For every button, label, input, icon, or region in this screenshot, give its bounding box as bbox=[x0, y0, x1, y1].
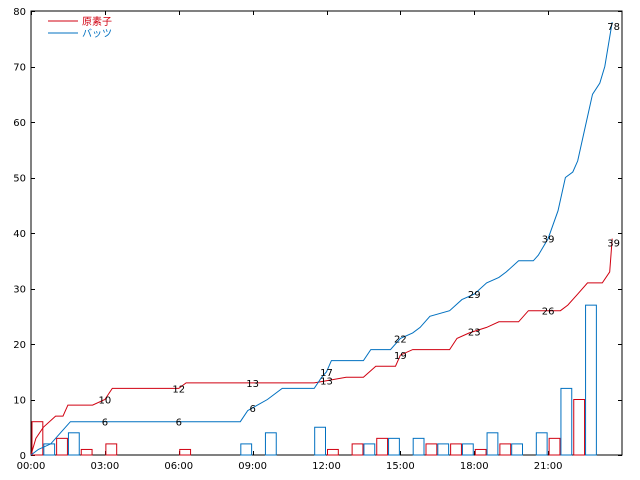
data-label: 6 bbox=[102, 418, 108, 429]
axes: 0 10 20 30 40 50 60 70 80 00:00 03:00 06:00 09:00 12:… bbox=[13, 7, 623, 472]
bar-series-2 bbox=[240, 443, 253, 456]
bar-series-1 bbox=[474, 448, 487, 456]
legend-label: バッツ bbox=[82, 28, 112, 40]
bar-series-1 bbox=[450, 443, 462, 456]
line-series-1 bbox=[30, 238, 613, 456]
legend-label: 原素子 bbox=[82, 15, 112, 28]
line-series-2 bbox=[30, 22, 613, 456]
bar-series-2 bbox=[486, 432, 499, 456]
data-label: 10 bbox=[99, 396, 112, 407]
bar-series-2 bbox=[43, 443, 56, 456]
data-labels: 10 12 13 13 19 23 26 39 6 6 6 17 22 29 39 78 bbox=[99, 22, 620, 429]
bar-series-2 bbox=[560, 387, 573, 456]
bar-series-1 bbox=[31, 421, 44, 456]
bar-series-1 bbox=[573, 399, 586, 456]
data-label: 13 bbox=[320, 377, 333, 388]
bar-series-1 bbox=[105, 443, 118, 456]
bar-series-2 bbox=[511, 443, 523, 456]
y-tick-label: 0 bbox=[20, 451, 26, 462]
bar-series-2 bbox=[461, 443, 474, 456]
bar-series-2 bbox=[585, 304, 597, 456]
data-label: 17 bbox=[320, 368, 333, 379]
x-tick-label: 06:00 bbox=[164, 461, 193, 472]
bar-series-2 bbox=[437, 443, 450, 456]
y-tick-label: 20 bbox=[13, 340, 26, 351]
y-tick-label: 70 bbox=[13, 63, 26, 74]
bar-series-1 bbox=[56, 437, 68, 456]
bar-series-1 bbox=[425, 443, 438, 456]
y-tick-label: 60 bbox=[13, 118, 26, 129]
bar-series-2 bbox=[388, 437, 400, 456]
data-label: 39 bbox=[607, 239, 620, 250]
x-tick-label: 15:00 bbox=[386, 461, 415, 472]
bars bbox=[31, 304, 597, 456]
data-label: 19 bbox=[394, 351, 407, 362]
bar-series-2 bbox=[363, 443, 376, 456]
data-label: 13 bbox=[246, 379, 259, 390]
data-label: 22 bbox=[394, 334, 407, 345]
bar-series-1 bbox=[179, 448, 192, 456]
x-tick-label: 03:00 bbox=[90, 461, 119, 472]
bar-series-1 bbox=[351, 443, 364, 456]
y-tick-label: 40 bbox=[13, 229, 26, 240]
bar-series-1 bbox=[499, 443, 512, 456]
data-label: 78 bbox=[607, 22, 620, 33]
data-label: 29 bbox=[468, 290, 481, 301]
y-tick-label: 80 bbox=[13, 7, 26, 18]
x-tick-label: 00:00 bbox=[17, 461, 46, 472]
bar-series-1 bbox=[327, 448, 339, 456]
x-tick-label: 09:00 bbox=[238, 461, 267, 472]
y-tick-label: 10 bbox=[13, 396, 26, 407]
bar-series-2 bbox=[67, 432, 80, 456]
y-tick-label: 50 bbox=[13, 174, 26, 185]
data-label: 6 bbox=[249, 404, 255, 415]
y-tick-label: 30 bbox=[13, 285, 26, 296]
bar-series-1 bbox=[376, 437, 389, 456]
data-label: 6 bbox=[176, 418, 182, 429]
bar-series-2 bbox=[412, 437, 425, 456]
bar-series-1 bbox=[548, 437, 561, 456]
data-label: 39 bbox=[542, 235, 555, 246]
data-label: 26 bbox=[542, 307, 555, 318]
series-lines bbox=[30, 22, 613, 456]
bar-series-1 bbox=[80, 448, 93, 456]
data-label: 23 bbox=[468, 327, 481, 338]
bar-series-2 bbox=[314, 426, 326, 456]
x-tick-label: 21:00 bbox=[534, 461, 563, 472]
bar-series-2 bbox=[264, 432, 277, 456]
x-tick-label: 18:00 bbox=[460, 461, 489, 472]
data-label: 12 bbox=[172, 384, 185, 395]
bar-series-2 bbox=[535, 432, 548, 456]
x-tick-label: 12:00 bbox=[312, 461, 341, 472]
